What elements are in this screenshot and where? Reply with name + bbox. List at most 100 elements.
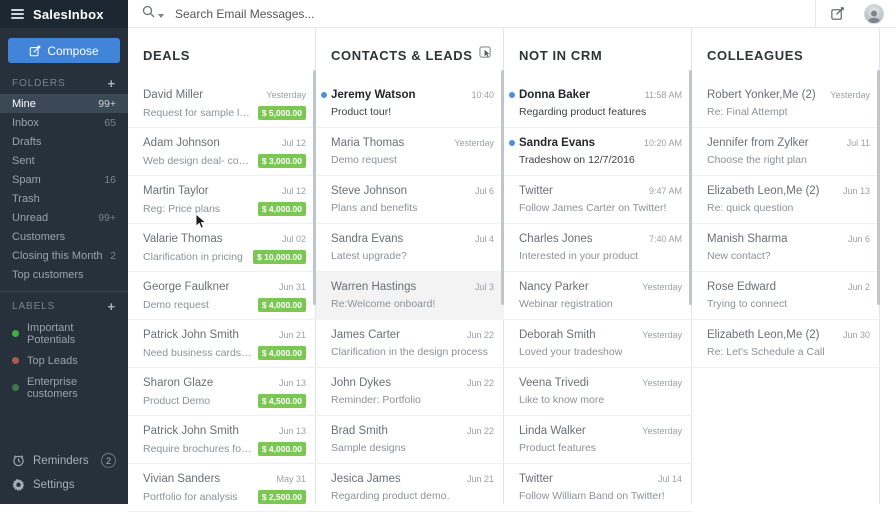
sender-name: Sharon Glaze xyxy=(143,377,214,389)
mail-item[interactable]: David Miller Yesterday Request for sample … xyxy=(128,80,316,128)
menu-icon[interactable] xyxy=(11,9,24,19)
mail-item-top-row: Patrick John Smith Jun 13 xyxy=(143,425,306,437)
mail-item[interactable]: Robert Yonker,Me (2) Yesterday Re: Final A… xyxy=(692,80,880,128)
mail-item[interactable]: Twitter 9:47 AM Follow James Carter on Twi… xyxy=(504,176,692,224)
mail-item[interactable]: Warren Hastings Jul 3 Re:Welcome onboard! xyxy=(316,272,504,320)
sidebar-item-trash[interactable]: Trash xyxy=(0,189,128,208)
column-header: NOT IN CRM xyxy=(504,28,692,80)
column-header: CONTACTS & LEADS xyxy=(316,28,504,80)
sidebar-label-important-potentials[interactable]: Important Potentials xyxy=(0,317,128,350)
columns: DEALS David Miller Yesterday Request for sa… xyxy=(128,28,896,512)
folders-header: FOLDERS xyxy=(12,78,66,89)
mail-item[interactable]: Sharon Glaze Jun 13 Product Demo $ 4,500.00 xyxy=(128,368,316,416)
deal-amount-badge: $ 4,000.00 xyxy=(257,442,306,456)
mail-item[interactable]: Elizabeth Leon,Me (2) Jun 13 Re: quick que… xyxy=(692,176,880,224)
mail-item[interactable]: Jeremy Watson 10:40 Product tour! xyxy=(316,80,504,128)
folder-count: 2 xyxy=(110,249,116,262)
sidebar-item-reminders[interactable]: Reminders 2 xyxy=(0,448,128,473)
mail-date: Jul 12 xyxy=(281,186,306,196)
mail-item-top-row: Vivian Sanders May 31 xyxy=(143,473,306,485)
mail-date: Jun 2 xyxy=(847,282,870,292)
add-folder-button[interactable]: + xyxy=(107,75,116,91)
sidebar-item-top-customers[interactable]: Top customers xyxy=(0,265,128,284)
mail-item-top-row: Jeremy Watson 10:40 xyxy=(331,89,494,101)
topbar: SalesInbox xyxy=(0,0,896,28)
topbar-actions xyxy=(815,0,896,27)
mail-item[interactable]: Sandra Evans 10:20 AM Tradeshow on 12/7/20… xyxy=(504,128,692,176)
sidebar-item-closing-this-month[interactable]: Closing this Month 2 xyxy=(0,246,128,265)
mail-item[interactable]: Steve Johnson Jul 6 Plans and benefits xyxy=(316,176,504,224)
sidebar-item-customers[interactable]: Customers xyxy=(0,227,128,246)
sidebar-item-inbox[interactable]: Inbox 65 xyxy=(0,113,128,132)
sidebar-item-unread[interactable]: Unread 99+ xyxy=(0,208,128,227)
mail-item-top-row: Sandra Evans 10:20 AM xyxy=(519,137,682,149)
mail-item[interactable]: Veena Trivedi Yesterday Like to know more xyxy=(504,368,692,416)
mail-item[interactable]: Jesica James Jun 21 Regarding product demo… xyxy=(316,464,504,512)
mail-item-top-row: Donna Baker 11:58 AM xyxy=(519,89,682,101)
sidebar-item-spam[interactable]: Spam 16 xyxy=(0,170,128,189)
mail-item[interactable]: Maria Thomas Yesterday Demo request xyxy=(316,128,504,176)
mail-item[interactable]: Manish Sharma Jun 6 New contact? xyxy=(692,224,880,272)
mail-date: 9:47 AM xyxy=(648,186,682,196)
folders-section-header: FOLDERS + xyxy=(0,69,128,94)
mail-date: Jun 6 xyxy=(847,234,870,244)
topbar-main xyxy=(128,0,896,28)
mail-item[interactable]: Martin Taylor Jul 12 Reg: Price plans $ 4,0… xyxy=(128,176,316,224)
sidebar-label-top-leads[interactable]: Top Leads xyxy=(0,350,128,371)
sidebar-item-drafts[interactable]: Drafts xyxy=(0,132,128,151)
mail-date: Yesterday xyxy=(642,282,682,292)
mail-item[interactable]: Twitter Jul 14 Follow William Band on Twit… xyxy=(504,464,692,512)
mail-item[interactable]: Elizabeth Leon,Me (2) Jun 30 Re: Let's Sch… xyxy=(692,320,880,368)
mail-item[interactable]: Donna Baker 11:58 AM Regarding product fea… xyxy=(504,80,692,128)
mail-item-bottom-row: Demo request xyxy=(331,154,494,166)
mail-subject: New contact? xyxy=(707,250,771,262)
mail-item[interactable]: John Dykes Jun 22 Reminder: Portfolio xyxy=(316,368,504,416)
reminder-clock-icon xyxy=(13,455,24,467)
mail-item[interactable]: Sandra Evans Jul 4 Latest upgrade? xyxy=(316,224,504,272)
mail-item-top-row: Brad Smith Jun 22 xyxy=(331,425,494,437)
mail-item[interactable]: Patrick John Smith Jun 21 Need business ca… xyxy=(128,320,316,368)
mail-item[interactable]: Deborah Smith Yesterday Loved your tradesh… xyxy=(504,320,692,368)
mail-subject: Re: quick question xyxy=(707,202,794,214)
select-mails-icon[interactable] xyxy=(479,46,492,64)
mail-item[interactable]: Brad Smith Jun 22 Sample designs xyxy=(316,416,504,464)
mail-subject: Reminder: Portfolio xyxy=(331,394,421,406)
new-message-button[interactable] xyxy=(815,0,858,27)
mail-item[interactable]: Rose Edward Jun 2 Trying to connect xyxy=(692,272,880,320)
mail-subject: Reg: Price plans xyxy=(143,203,221,215)
mail-subject: Need business cards desig... xyxy=(143,347,252,359)
search-bar[interactable] xyxy=(128,5,815,23)
sidebar-label-enterprise-customers[interactable]: Enterprise customers xyxy=(0,371,128,404)
mail-item-top-row: Warren Hastings Jul 3 xyxy=(331,281,494,293)
user-avatar[interactable] xyxy=(864,3,884,24)
sidebar-item-mine[interactable]: Mine 99+ xyxy=(0,94,128,113)
sender-name: Donna Baker xyxy=(519,89,590,101)
mail-item-bottom-row: Like to know more xyxy=(519,394,682,406)
mail-item-bottom-row: Sample designs xyxy=(331,442,494,454)
mail-item[interactable]: Vivian Sanders May 31 Portfolio for analys… xyxy=(128,464,316,512)
compose-button[interactable]: Compose xyxy=(8,38,120,63)
mail-item[interactable]: James Carter Jun 22 Clarification in the d… xyxy=(316,320,504,368)
mail-item[interactable]: Patrick John Smith Jun 13 Require brochure… xyxy=(128,416,316,464)
mail-item-top-row: Rose Edward Jun 2 xyxy=(707,281,870,293)
folder-label: Sent xyxy=(12,154,35,167)
sender-name: John Dykes xyxy=(331,377,392,389)
add-label-button[interactable]: + xyxy=(107,298,116,314)
mail-item[interactable]: George Faulkner Jun 31 Demo request $ 4,000… xyxy=(128,272,316,320)
sidebar-item-settings[interactable]: Settings xyxy=(0,473,128,496)
mail-item[interactable]: Adam Johnson Jul 12 Web design deal- confi… xyxy=(128,128,316,176)
sender-name: Jeremy Watson xyxy=(331,89,416,101)
mail-subject: Plans and benefits xyxy=(331,202,418,214)
mail-item[interactable]: Linda Walker Yesterday Product features xyxy=(504,416,692,464)
mail-item[interactable]: Nancy Parker Yesterday Webinar registratio… xyxy=(504,272,692,320)
mail-item-bottom-row: Choose the right plan xyxy=(707,154,870,166)
mail-item[interactable]: Charles Jones 7:40 AM Interested in your p… xyxy=(504,224,692,272)
search-input[interactable] xyxy=(173,5,597,22)
mail-item-bottom-row: Interested in your product xyxy=(519,250,682,262)
mail-item[interactable]: Valarie Thomas Jul 02 Clarification in pri… xyxy=(128,224,316,272)
folder-count: 16 xyxy=(104,173,116,186)
search-scope-caret-icon[interactable] xyxy=(158,13,164,18)
mail-item[interactable]: Jennifer from Zylker Jul 11 Choose the rig… xyxy=(692,128,880,176)
sidebar-item-sent[interactable]: Sent xyxy=(0,151,128,170)
sender-name: Sandra Evans xyxy=(519,137,596,149)
